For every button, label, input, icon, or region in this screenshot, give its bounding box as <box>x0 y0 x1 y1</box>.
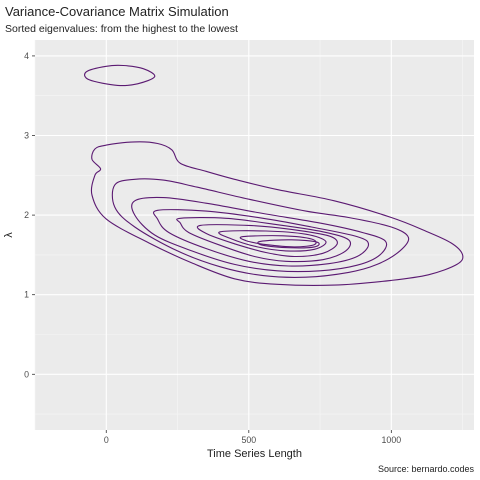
plot-panel <box>35 40 474 430</box>
x-axis-label: Time Series Length <box>207 448 302 460</box>
y-tick-label: 4 <box>24 51 29 61</box>
y-axis-label: λ <box>3 232 15 238</box>
x-tick-label: 500 <box>241 435 256 445</box>
y-tick-label: 1 <box>24 290 29 300</box>
x-tick-label: 0 <box>104 435 109 445</box>
y-tick-label: 3 <box>24 131 29 141</box>
y-tick-label: 0 <box>24 369 29 379</box>
y-tick-label: 2 <box>24 210 29 220</box>
x-tick-label: 1000 <box>382 435 402 445</box>
